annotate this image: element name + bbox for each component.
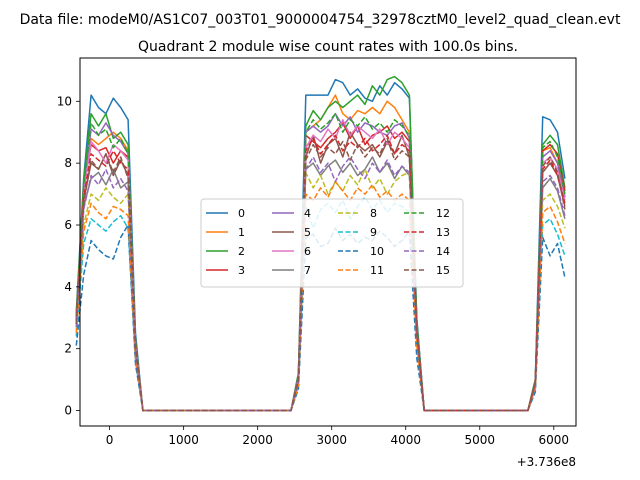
chart-title: Quadrant 2 module wise count rates with …	[138, 39, 518, 55]
legend-label-14: 14	[436, 245, 450, 258]
legend-box	[200, 198, 464, 288]
legend-label-1: 1	[238, 226, 245, 239]
figure-suptitle: Data file: modeM0/AS1C07_003T01_90000047…	[20, 12, 621, 28]
legend-label-3: 3	[238, 264, 245, 277]
y-tick-label: 0	[64, 404, 72, 418]
legend-label-11: 11	[370, 264, 384, 277]
x-tick-label: 4000	[390, 433, 421, 447]
legend-label-9: 9	[370, 226, 377, 239]
legend-label-0: 0	[238, 207, 245, 220]
y-tick-label: 10	[57, 94, 72, 108]
series-line-8	[75, 168, 566, 412]
legend-label-5: 5	[304, 226, 311, 239]
legend-label-15: 15	[436, 264, 450, 277]
y-tick-label: 6	[64, 218, 72, 232]
y-tick-label: 4	[64, 280, 72, 294]
legend-label-8: 8	[370, 207, 377, 220]
x-tick-label: 1000	[168, 433, 199, 447]
legend-label-12: 12	[436, 207, 450, 220]
x-tick-label: 6000	[539, 433, 570, 447]
x-tick-label: 3000	[316, 433, 347, 447]
series-lines	[75, 75, 566, 412]
legend-label-7: 7	[304, 264, 311, 277]
legend-label-2: 2	[238, 245, 245, 258]
plot-frame	[79, 57, 577, 427]
x-offset-label: +3.736e8	[517, 455, 576, 469]
legend-label-13: 13	[436, 226, 450, 239]
legend-label-4: 4	[304, 207, 311, 220]
x-tick-label: 0	[106, 433, 114, 447]
legend-label-6: 6	[304, 245, 311, 258]
x-tick-label: 5000	[464, 433, 495, 447]
y-tick-label: 8	[64, 156, 72, 170]
y-tick-label: 2	[64, 342, 72, 356]
legend-label-10: 10	[370, 245, 384, 258]
x-tick-label: 2000	[242, 433, 273, 447]
series-line-15	[75, 137, 566, 412]
